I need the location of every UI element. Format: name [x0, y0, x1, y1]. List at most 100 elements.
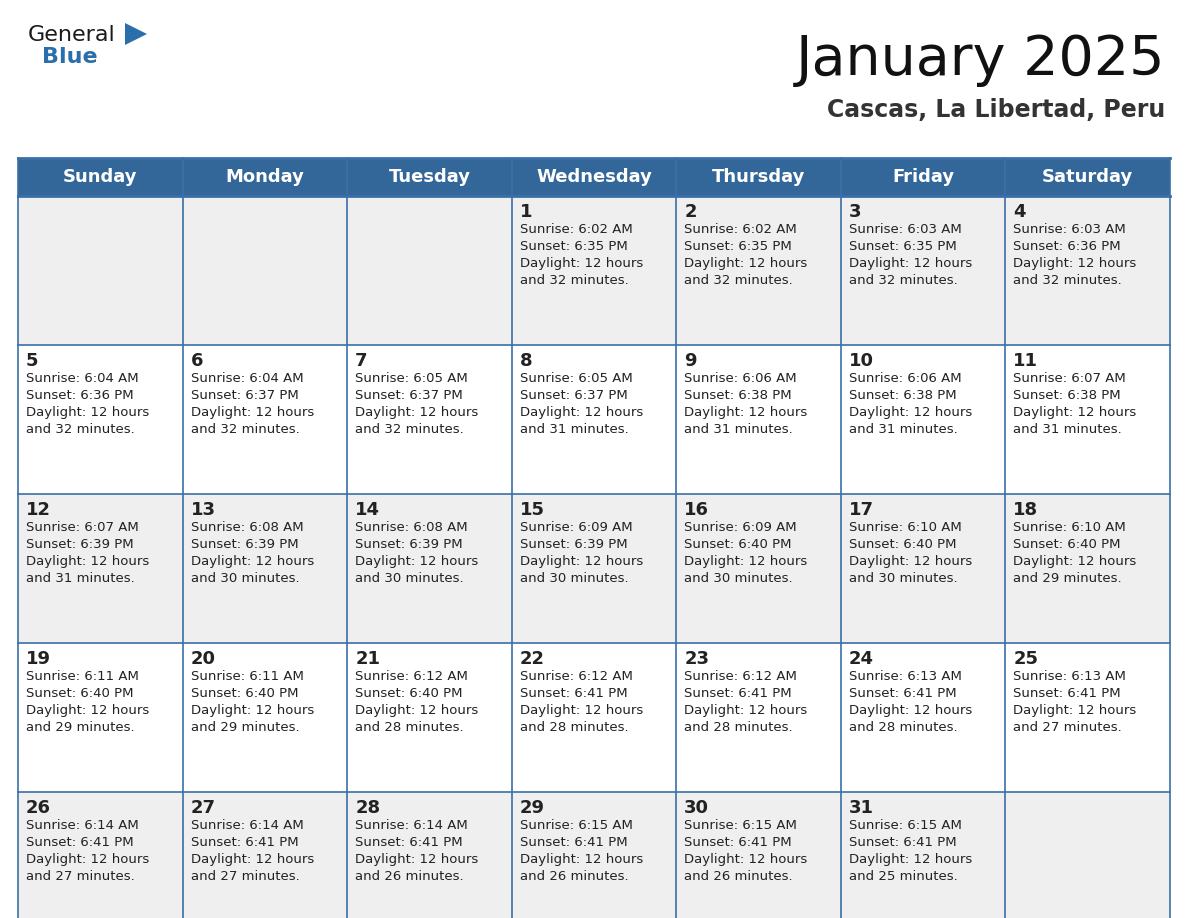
Bar [18, 158, 1170, 196]
Text: Daylight: 12 hours: Daylight: 12 hours [849, 704, 972, 717]
Text: Sunrise: 6:14 AM: Sunrise: 6:14 AM [26, 819, 139, 832]
Text: Daylight: 12 hours: Daylight: 12 hours [1013, 406, 1137, 419]
Text: 14: 14 [355, 501, 380, 519]
Text: Sunrise: 6:03 AM: Sunrise: 6:03 AM [1013, 223, 1126, 236]
Text: 15: 15 [519, 501, 545, 519]
Text: Sunrise: 6:13 AM: Sunrise: 6:13 AM [849, 670, 962, 683]
Text: Sunset: 6:40 PM: Sunset: 6:40 PM [26, 687, 133, 700]
Text: Sunrise: 6:11 AM: Sunrise: 6:11 AM [190, 670, 303, 683]
Text: and 27 minutes.: and 27 minutes. [26, 870, 134, 883]
Text: Daylight: 12 hours: Daylight: 12 hours [684, 704, 808, 717]
Text: 12: 12 [26, 501, 51, 519]
Text: and 27 minutes.: and 27 minutes. [1013, 721, 1123, 734]
Text: 27: 27 [190, 799, 215, 817]
Text: Sunrise: 6:10 AM: Sunrise: 6:10 AM [1013, 521, 1126, 534]
Text: 26: 26 [26, 799, 51, 817]
Text: Sunset: 6:41 PM: Sunset: 6:41 PM [849, 687, 956, 700]
Bar [18, 643, 1170, 792]
Text: 25: 25 [1013, 650, 1038, 668]
Text: Thursday: Thursday [712, 168, 805, 186]
Text: Sunrise: 6:04 AM: Sunrise: 6:04 AM [26, 372, 139, 385]
Text: Daylight: 12 hours: Daylight: 12 hours [355, 704, 479, 717]
Text: 1: 1 [519, 203, 532, 221]
Text: Sunrise: 6:09 AM: Sunrise: 6:09 AM [684, 521, 797, 534]
Text: Sunrise: 6:14 AM: Sunrise: 6:14 AM [190, 819, 303, 832]
Text: Wednesday: Wednesday [536, 168, 652, 186]
Text: and 30 minutes.: and 30 minutes. [355, 572, 463, 585]
Text: 31: 31 [849, 799, 874, 817]
Text: 24: 24 [849, 650, 874, 668]
Text: 23: 23 [684, 650, 709, 668]
Text: and 29 minutes.: and 29 minutes. [26, 721, 134, 734]
Text: Monday: Monday [226, 168, 304, 186]
Text: 28: 28 [355, 799, 380, 817]
Text: Daylight: 12 hours: Daylight: 12 hours [1013, 257, 1137, 270]
Text: Sunset: 6:40 PM: Sunset: 6:40 PM [1013, 538, 1121, 551]
Text: Daylight: 12 hours: Daylight: 12 hours [190, 406, 314, 419]
Text: Daylight: 12 hours: Daylight: 12 hours [849, 853, 972, 866]
Text: Sunset: 6:37 PM: Sunset: 6:37 PM [519, 389, 627, 402]
Text: 13: 13 [190, 501, 215, 519]
Text: Sunrise: 6:07 AM: Sunrise: 6:07 AM [26, 521, 139, 534]
Text: and 26 minutes.: and 26 minutes. [684, 870, 792, 883]
Text: Sunset: 6:38 PM: Sunset: 6:38 PM [1013, 389, 1121, 402]
Text: 30: 30 [684, 799, 709, 817]
Text: 21: 21 [355, 650, 380, 668]
Text: 5: 5 [26, 352, 38, 370]
Text: and 25 minutes.: and 25 minutes. [849, 870, 958, 883]
Text: Sunday: Sunday [63, 168, 138, 186]
Text: Sunrise: 6:09 AM: Sunrise: 6:09 AM [519, 521, 632, 534]
Polygon shape [125, 23, 147, 45]
Text: Daylight: 12 hours: Daylight: 12 hours [355, 555, 479, 568]
Text: Daylight: 12 hours: Daylight: 12 hours [519, 257, 643, 270]
Text: Sunrise: 6:15 AM: Sunrise: 6:15 AM [849, 819, 962, 832]
Text: and 28 minutes.: and 28 minutes. [684, 721, 792, 734]
Text: and 31 minutes.: and 31 minutes. [849, 423, 958, 436]
Text: Sunset: 6:39 PM: Sunset: 6:39 PM [355, 538, 463, 551]
Text: Daylight: 12 hours: Daylight: 12 hours [849, 406, 972, 419]
Text: Sunset: 6:38 PM: Sunset: 6:38 PM [684, 389, 792, 402]
Text: and 32 minutes.: and 32 minutes. [190, 423, 299, 436]
Text: 11: 11 [1013, 352, 1038, 370]
Text: 8: 8 [519, 352, 532, 370]
Text: Sunset: 6:40 PM: Sunset: 6:40 PM [190, 687, 298, 700]
Text: and 32 minutes.: and 32 minutes. [684, 274, 794, 287]
Text: and 32 minutes.: and 32 minutes. [355, 423, 463, 436]
Text: Daylight: 12 hours: Daylight: 12 hours [519, 555, 643, 568]
Text: Cascas, La Libertad, Peru: Cascas, La Libertad, Peru [827, 98, 1165, 122]
Text: Daylight: 12 hours: Daylight: 12 hours [26, 406, 150, 419]
Text: and 27 minutes.: and 27 minutes. [190, 870, 299, 883]
Text: 3: 3 [849, 203, 861, 221]
Text: and 28 minutes.: and 28 minutes. [355, 721, 463, 734]
Text: Sunset: 6:41 PM: Sunset: 6:41 PM [849, 836, 956, 849]
Text: Sunrise: 6:07 AM: Sunrise: 6:07 AM [1013, 372, 1126, 385]
Text: and 31 minutes.: and 31 minutes. [26, 572, 134, 585]
Text: Sunrise: 6:02 AM: Sunrise: 6:02 AM [684, 223, 797, 236]
Text: 10: 10 [849, 352, 874, 370]
Text: and 32 minutes.: and 32 minutes. [1013, 274, 1123, 287]
Text: and 29 minutes.: and 29 minutes. [1013, 572, 1121, 585]
Text: 20: 20 [190, 650, 215, 668]
Text: 2: 2 [684, 203, 697, 221]
Text: Sunset: 6:40 PM: Sunset: 6:40 PM [684, 538, 791, 551]
Text: Sunset: 6:35 PM: Sunset: 6:35 PM [684, 240, 792, 253]
Text: Sunset: 6:40 PM: Sunset: 6:40 PM [355, 687, 462, 700]
Text: Sunrise: 6:12 AM: Sunrise: 6:12 AM [684, 670, 797, 683]
Text: Sunrise: 6:14 AM: Sunrise: 6:14 AM [355, 819, 468, 832]
Text: Sunset: 6:37 PM: Sunset: 6:37 PM [190, 389, 298, 402]
Text: 17: 17 [849, 501, 874, 519]
Text: Sunset: 6:35 PM: Sunset: 6:35 PM [849, 240, 956, 253]
Text: and 26 minutes.: and 26 minutes. [355, 870, 463, 883]
Text: Sunrise: 6:11 AM: Sunrise: 6:11 AM [26, 670, 139, 683]
Text: and 28 minutes.: and 28 minutes. [849, 721, 958, 734]
Text: General: General [29, 25, 115, 45]
Text: Sunset: 6:39 PM: Sunset: 6:39 PM [519, 538, 627, 551]
Text: Blue: Blue [42, 47, 97, 67]
Text: and 32 minutes.: and 32 minutes. [519, 274, 628, 287]
Text: Daylight: 12 hours: Daylight: 12 hours [26, 555, 150, 568]
Text: 16: 16 [684, 501, 709, 519]
Text: Daylight: 12 hours: Daylight: 12 hours [355, 853, 479, 866]
Text: Sunset: 6:39 PM: Sunset: 6:39 PM [26, 538, 133, 551]
Text: Sunset: 6:41 PM: Sunset: 6:41 PM [519, 687, 627, 700]
Text: and 31 minutes.: and 31 minutes. [519, 423, 628, 436]
